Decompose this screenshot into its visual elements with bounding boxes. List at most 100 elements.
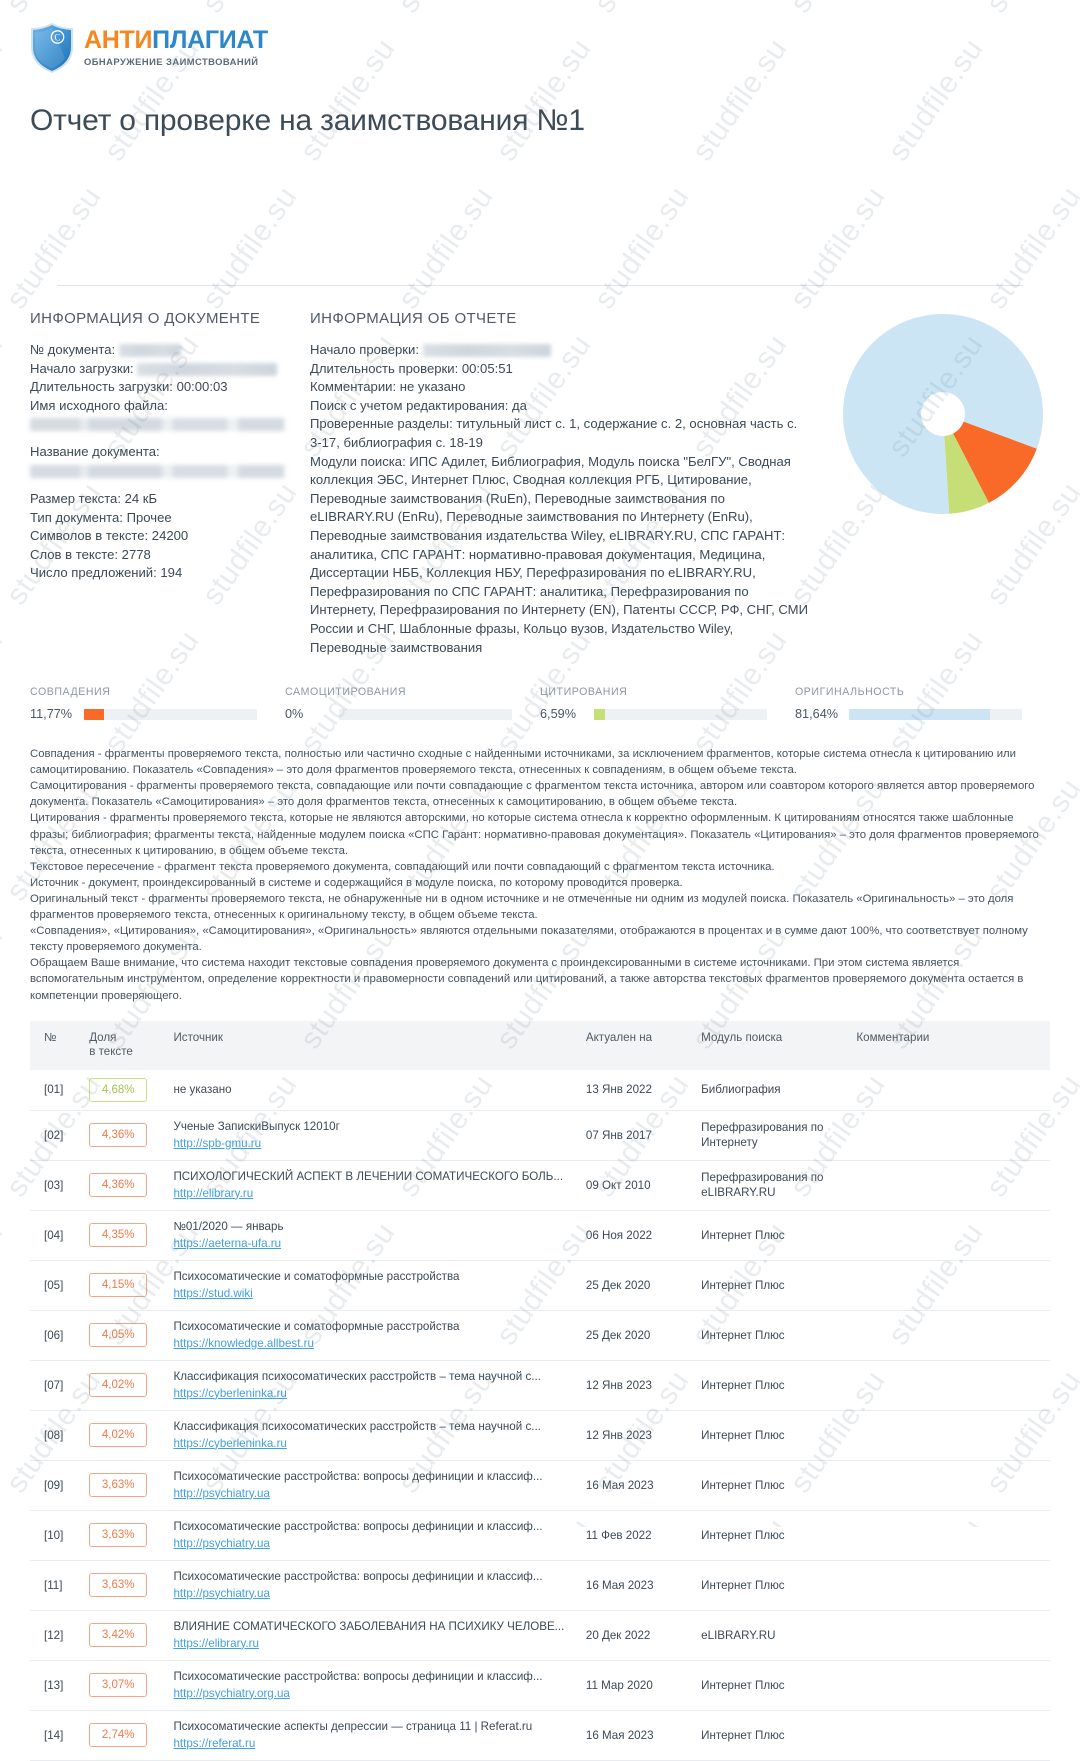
table-row[interactable]: [13] 3,07% Психосоматические расстройства:… xyxy=(30,1660,1050,1711)
cell-date: 20 Дек 2022 xyxy=(579,1610,696,1661)
cell-num: [08] xyxy=(30,1410,84,1461)
cell-comment xyxy=(850,1410,1050,1461)
cell-date: 13 Янв 2022 xyxy=(579,1069,696,1111)
source-url-link[interactable]: https://knowledge.allbest.ru xyxy=(173,1336,314,1350)
source-url-link[interactable]: https://cyberleninka.ru xyxy=(173,1386,287,1400)
source-title: Психосоматические расстройства: вопросы … xyxy=(173,1669,543,1683)
cell-module: Перефразирования по Интернету xyxy=(695,1110,851,1161)
cell-date: 16 Мая 2023 xyxy=(579,1460,696,1511)
word-count: Слов в тексте: 2778 xyxy=(30,546,151,562)
source-url-link[interactable]: https://cyberleninka.ru xyxy=(173,1436,287,1450)
cell-module: Интернет Плюс xyxy=(695,1710,851,1761)
table-row[interactable]: [14] 2,74% Психосоматические аспекты депре… xyxy=(30,1710,1050,1761)
cell-module: Интернет Плюс xyxy=(695,1210,851,1261)
source-url-link[interactable]: http://psychiatry.ua xyxy=(173,1486,270,1500)
table-row[interactable]: [04] 4,35% №01/2020 — январь https://aetern… xyxy=(30,1210,1050,1261)
cell-share: 3,63% xyxy=(83,1460,168,1511)
definition-paragraph-0: Совпадения - фрагменты проверяемого текс… xyxy=(30,748,1017,777)
doc-number-label: № документа: xyxy=(30,342,116,357)
cell-module: Интернет Плюс xyxy=(695,1660,851,1711)
table-row[interactable]: [02] 4,36% Ученые ЗапискиВыпуск 12010г http… xyxy=(30,1110,1050,1161)
doc-name-label: Название документа: xyxy=(30,444,160,460)
cell-module: eLIBRARY.RU xyxy=(695,1610,851,1661)
cell-num: [02] xyxy=(30,1110,84,1161)
source-title: ВЛИЯНИЕ СОМАТИЧЕСКОГО ЗАБОЛЕВАНИЯ НА ПСИ… xyxy=(173,1619,565,1633)
edit-aware-search: Поиск с учетом редактирования: да xyxy=(310,397,527,413)
cell-share: 3,07% xyxy=(83,1660,168,1711)
cell-num: [13] xyxy=(30,1660,84,1711)
metric-label: СОВПАДЕНИЯ xyxy=(30,686,111,699)
metric-label: ОРИГИНАЛЬНОСТЬ xyxy=(795,686,905,699)
upload-start-redacted xyxy=(137,362,278,376)
metric-progress-fill xyxy=(84,708,105,720)
source-title: Ученые ЗапискиВыпуск 12010г xyxy=(173,1119,340,1133)
cell-source: Психосоматические и соматоформные расстр… xyxy=(167,1310,580,1361)
header-num: № xyxy=(30,1020,84,1070)
brand-tagline: ОБНАРУЖЕНИЕ ЗАИМСТВОВАНИЙ xyxy=(84,56,259,67)
checked-sections: Проверенные разделы: титульный лист с. 1… xyxy=(310,416,798,450)
cell-source: Психосоматические расстройства: вопросы … xyxy=(167,1660,580,1711)
cell-share: 4,36% xyxy=(83,1110,168,1161)
cell-module: Интернет Плюс xyxy=(695,1360,851,1411)
cell-num: [05] xyxy=(30,1260,84,1311)
cell-num: [12] xyxy=(30,1610,84,1661)
table-row[interactable]: [07] 4,02% Классификация психосоматических… xyxy=(30,1360,1050,1411)
source-url-link[interactable]: http://psychiatry.ua xyxy=(173,1536,270,1550)
search-modules: Модули поиска: ИПС Адилет, Библиография,… xyxy=(310,453,808,655)
header-divider xyxy=(57,285,1023,286)
header-source: Источник xyxy=(167,1020,580,1070)
share-badge: 4,35% xyxy=(89,1223,148,1248)
cell-source: №01/2020 — январь https://aeterna-ufa.ru xyxy=(167,1210,580,1261)
cell-comment xyxy=(850,1610,1050,1661)
source-title: Психосоматические аспекты депрессии — ст… xyxy=(173,1719,533,1733)
table-row[interactable]: [01] 4,68% не указано 13 Янв 2022 Библиограф… xyxy=(30,1069,1050,1111)
cell-share: 2,74% xyxy=(83,1710,168,1761)
cell-num: [09] xyxy=(30,1460,84,1511)
source-url-link[interactable]: https://elibrary.ru xyxy=(173,1636,259,1650)
cell-date: 09 Окт 2010 xyxy=(579,1160,696,1211)
table-row[interactable]: [05] 4,15% Психосоматические и соматоформн… xyxy=(30,1260,1050,1311)
metric-value: 0% xyxy=(285,707,304,722)
share-badge: 4,36% xyxy=(89,1173,148,1198)
header-module: Модуль поиска xyxy=(695,1020,851,1070)
cell-date: 25 Дек 2020 xyxy=(579,1260,696,1311)
metric-3: ОРИГИНАЛЬНОСТЬ 81,64% xyxy=(795,686,1050,721)
cell-module: Интернет Плюс xyxy=(695,1560,851,1611)
cell-source: Психосоматические расстройства: вопросы … xyxy=(167,1560,580,1611)
source-url-link[interactable]: http://spb-gmu.ru xyxy=(173,1136,262,1150)
table-row[interactable]: [11] 3,63% Психосоматические расстройства:… xyxy=(30,1560,1050,1611)
cell-source: не указано xyxy=(167,1069,580,1111)
source-url-link[interactable]: http://psychiatry.org.ua xyxy=(173,1686,290,1700)
table-row[interactable]: [08] 4,02% Классификация психосоматических… xyxy=(30,1410,1050,1461)
cell-date: 07 Янв 2017 xyxy=(579,1110,696,1161)
source-url-link[interactable]: http://psychiatry.ua xyxy=(173,1586,270,1600)
share-badge: 2,74% xyxy=(89,1723,148,1748)
cell-date: 12 Янв 2023 xyxy=(579,1360,696,1411)
donut-chart-column xyxy=(810,310,1050,657)
cell-num: [01] xyxy=(30,1069,84,1111)
cell-share: 4,02% xyxy=(83,1360,168,1411)
definition-paragraph-5: Оригинальный текст - фрагменты проверяем… xyxy=(30,892,1014,922)
table-row[interactable]: [06] 4,05% Психосоматические и соматоформн… xyxy=(30,1310,1050,1361)
metric-value: 81,64% xyxy=(795,707,839,722)
source-url-link[interactable]: https://referat.ru xyxy=(173,1736,256,1750)
table-row[interactable]: [12] 3,42% ВЛИЯНИЕ СОМАТИЧЕСКОГО ЗАБОЛЕВАН… xyxy=(30,1610,1050,1661)
share-badge: 4,36% xyxy=(89,1123,148,1148)
cell-num: [14] xyxy=(30,1710,84,1761)
shield-copyright-icon: C xyxy=(30,22,74,73)
report-info-heading: ИНФОРМАЦИЯ ОБ ОТЧЕТЕ xyxy=(310,310,517,327)
header-comments: Комментарии xyxy=(850,1020,1050,1070)
definition-paragraph-7: Обращаем Ваше внимание, что система нахо… xyxy=(30,957,1024,1002)
share-badge: 4,15% xyxy=(89,1273,148,1298)
sources-table: № Доля в тексте Источник Актуален на Мод… xyxy=(30,1020,1050,1761)
source-url-link[interactable]: https://stud.wiki xyxy=(173,1286,253,1300)
table-row[interactable]: [10] 3,63% Психосоматические расстройства:… xyxy=(30,1510,1050,1561)
source-url-link[interactable]: http://elibrary.ru xyxy=(173,1186,254,1200)
source-url-link[interactable]: https://aeterna-ufa.ru xyxy=(173,1236,282,1250)
table-row[interactable]: [09] 3,63% Психосоматические расстройства:… xyxy=(30,1460,1050,1511)
metric-progress-track xyxy=(594,708,767,720)
table-row[interactable]: [03] 4,36% ПСИХОЛОГИЧЕСКИЙ АСПЕКТ В ЛЕЧЕНИ… xyxy=(30,1160,1050,1211)
cell-date: 25 Дек 2020 xyxy=(579,1310,696,1361)
sentence-count: Число предложений: 194 xyxy=(30,565,183,581)
cell-comment xyxy=(850,1710,1050,1761)
